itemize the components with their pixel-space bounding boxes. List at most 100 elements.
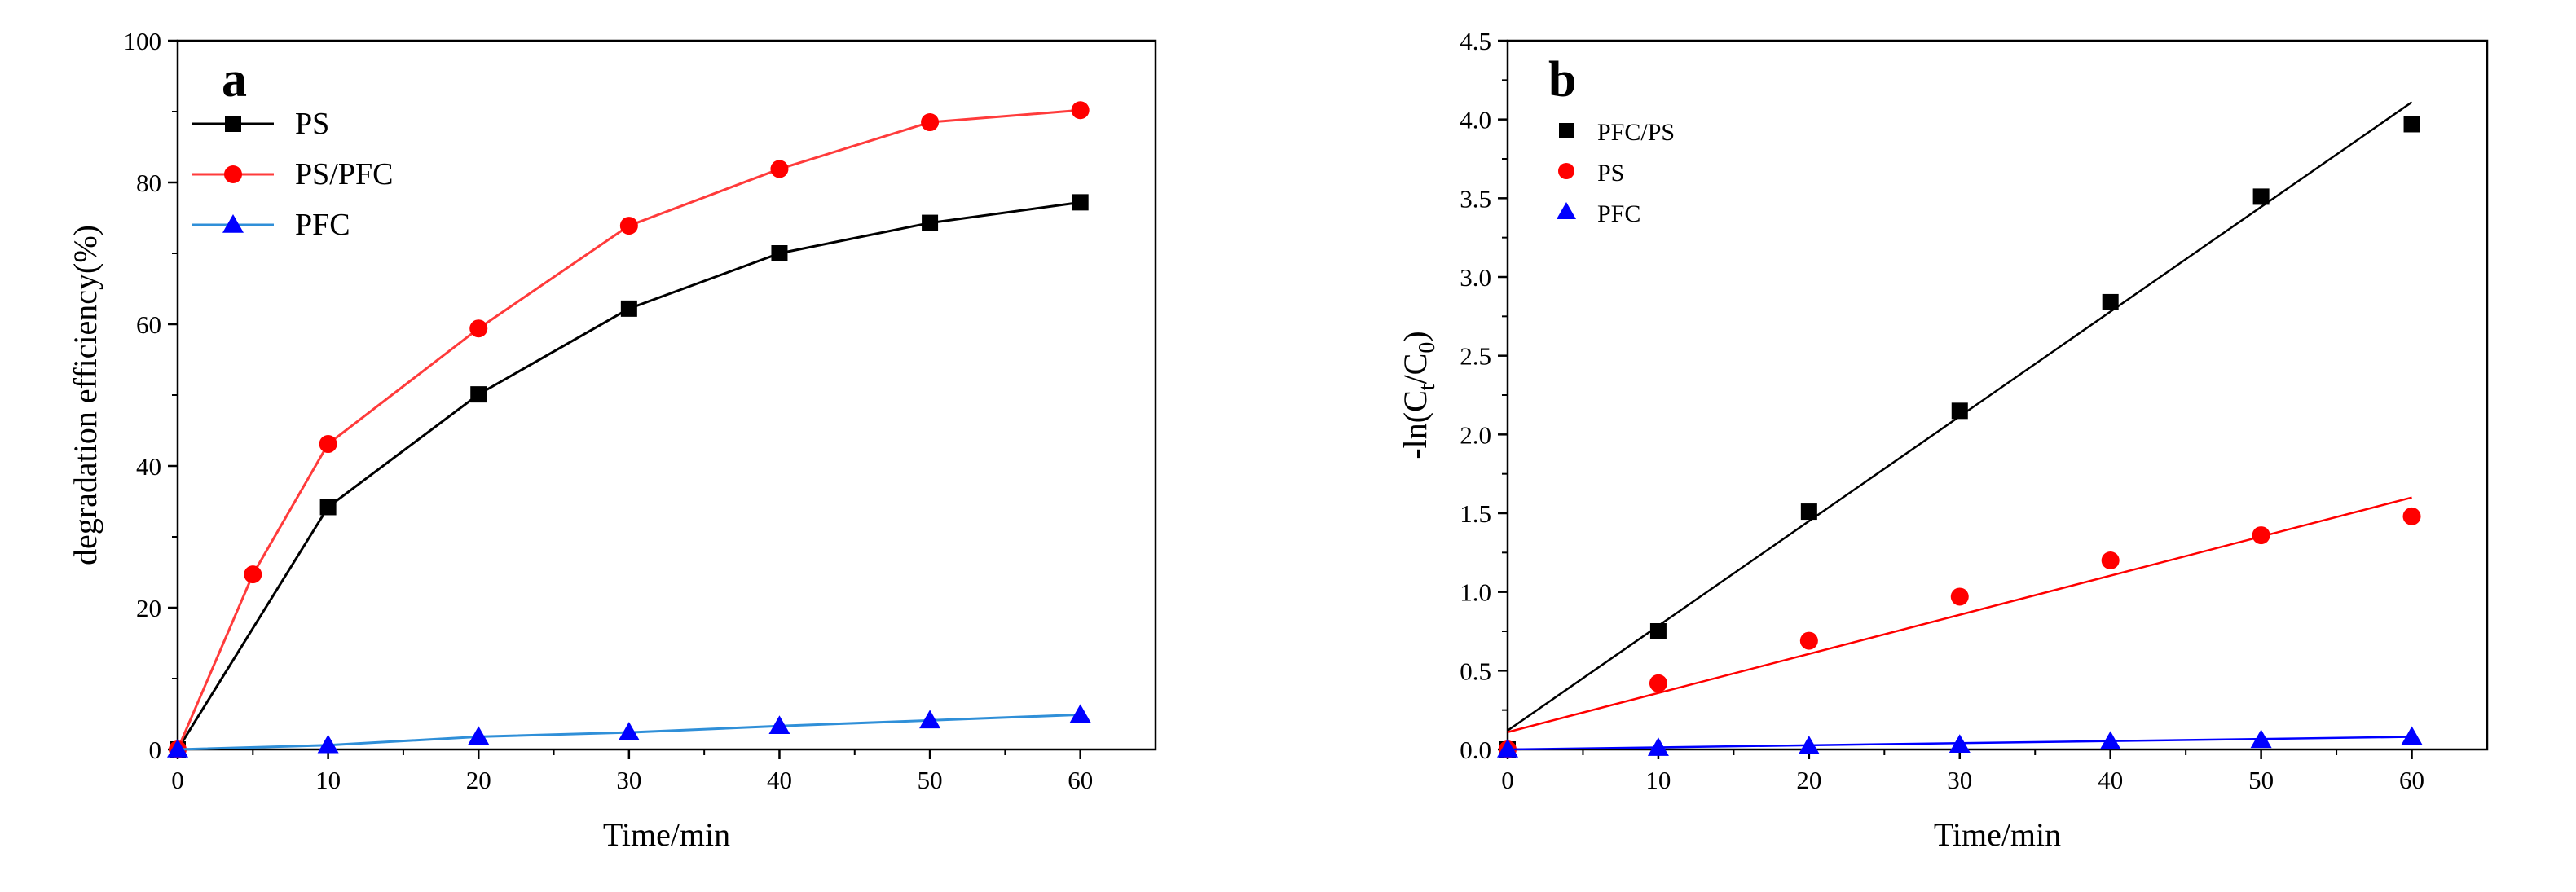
data-point xyxy=(2102,293,2119,310)
series-pfc xyxy=(167,704,1091,758)
y-axis-title-subscript: 0 xyxy=(1415,342,1440,354)
series-ps xyxy=(170,194,1089,758)
legend-marker xyxy=(1559,123,1574,138)
y-tick-label: 4.5 xyxy=(1460,27,1491,55)
x-tick-label: 0 xyxy=(171,766,184,794)
x-tick-label: 50 xyxy=(918,766,943,794)
data-point xyxy=(770,160,789,178)
data-point xyxy=(319,499,337,516)
data-point xyxy=(2252,188,2270,205)
legend-marker xyxy=(224,165,242,183)
y-tick-label: 0.5 xyxy=(1460,657,1491,685)
y-tick-label: 100 xyxy=(124,27,162,55)
data-point xyxy=(468,726,490,745)
y-tick-label: 2.0 xyxy=(1460,420,1491,449)
x-tick-label: 50 xyxy=(2248,766,2274,794)
x-tick-label: 40 xyxy=(767,766,792,794)
y-axis-title-subscript: t xyxy=(1415,384,1440,390)
panel-b: 0 10 20 30 40 50 60 0.0 0.5 1.0 1.5 2.0 2.5 3.0 3.5 4.0… xyxy=(1397,27,2489,853)
x-tick-label: 30 xyxy=(616,766,641,794)
panel-a: 0 10 20 30 40 50 60 0 20 40 60 80 100 Time/min degrada… xyxy=(67,27,1157,853)
data-point xyxy=(167,739,188,758)
data-point xyxy=(2252,526,2270,545)
data-point xyxy=(620,300,637,317)
data-point xyxy=(2403,116,2420,133)
data-point xyxy=(1950,587,1969,606)
data-point xyxy=(1800,503,1817,521)
x-tick-label: 10 xyxy=(315,766,341,794)
series-line xyxy=(176,200,1081,750)
fit-line xyxy=(1507,496,2412,733)
y-tick-label: 2.5 xyxy=(1460,342,1491,371)
y-tick-label: 80 xyxy=(136,169,161,197)
legend-marker xyxy=(222,214,244,233)
legend-marker xyxy=(1557,202,1576,219)
y-axis-title-part: /C xyxy=(1397,354,1433,384)
y-axis-title-part: ) xyxy=(1397,331,1433,341)
y-tick-label: 3.5 xyxy=(1460,184,1491,213)
y-tick-label: 4.0 xyxy=(1460,106,1491,134)
data-point xyxy=(2250,729,2272,749)
y-tick-label: 1.0 xyxy=(1460,578,1491,607)
data-point xyxy=(919,710,941,729)
data-point xyxy=(1071,101,1090,120)
data-point xyxy=(244,565,262,584)
data-point xyxy=(2401,726,2423,745)
data-point xyxy=(922,214,939,231)
data-point xyxy=(2402,507,2421,525)
y-tick-label: 0.0 xyxy=(1460,736,1491,764)
series-ps xyxy=(1499,496,2421,758)
data-point xyxy=(1649,674,1667,692)
y-tick-label: 40 xyxy=(136,452,161,481)
legend-marker xyxy=(225,116,241,132)
x-tick-label: 20 xyxy=(1796,766,1821,794)
data-point xyxy=(469,319,488,338)
y-tick-label: 0 xyxy=(149,736,162,764)
legend-marker xyxy=(1558,163,1574,179)
series-ps-pfc xyxy=(169,101,1090,758)
legend-label: PS xyxy=(1597,160,1624,187)
legend: PS PS/PFC PFC xyxy=(192,107,393,242)
x-tick-label: 60 xyxy=(1068,766,1093,794)
y-tick-label: 20 xyxy=(136,594,161,622)
panel-letter: a xyxy=(222,52,247,108)
data-point xyxy=(2101,551,2120,569)
legend-label: PFC xyxy=(295,208,350,242)
data-point xyxy=(2099,731,2121,750)
data-point xyxy=(1798,736,1820,754)
data-point xyxy=(1951,402,1968,420)
data-point xyxy=(1799,631,1818,650)
y-tick-label: 60 xyxy=(136,310,161,339)
data-point xyxy=(1497,739,1518,758)
data-point xyxy=(618,722,640,740)
data-point xyxy=(319,435,337,454)
data-point xyxy=(1649,623,1667,639)
x-axis-title: Time/min xyxy=(603,816,730,853)
y-axis-title: -ln(Ct/C0) xyxy=(1397,331,1440,459)
legend-label: PS/PFC xyxy=(295,157,393,191)
y-tick-label: 1.5 xyxy=(1460,499,1491,528)
x-tick-label: 20 xyxy=(466,766,491,794)
y-tick-label: 3.0 xyxy=(1460,263,1491,292)
x-axis-title: Time/min xyxy=(1934,816,2061,853)
data-point xyxy=(619,217,638,235)
data-point xyxy=(1069,704,1091,723)
panel-letter: b xyxy=(1548,52,1576,108)
data-point xyxy=(470,386,487,403)
series-line xyxy=(176,108,1081,750)
data-point xyxy=(1647,737,1669,756)
legend-label: PFC/PS xyxy=(1597,119,1675,146)
data-point xyxy=(317,734,339,754)
plot-frame xyxy=(1506,39,2489,751)
data-point xyxy=(921,113,940,132)
x-tick-label: 0 xyxy=(1501,766,1514,794)
x-tick-label: 60 xyxy=(2399,766,2424,794)
legend: PFC/PS PS PFC xyxy=(1557,119,1675,227)
y-axis-title-part: -ln(C xyxy=(1397,390,1433,459)
data-point xyxy=(771,245,788,261)
data-point xyxy=(1949,734,1971,753)
x-tick-label: 10 xyxy=(1645,766,1671,794)
plot-frame xyxy=(176,39,1157,751)
legend-label: PFC xyxy=(1597,200,1640,227)
